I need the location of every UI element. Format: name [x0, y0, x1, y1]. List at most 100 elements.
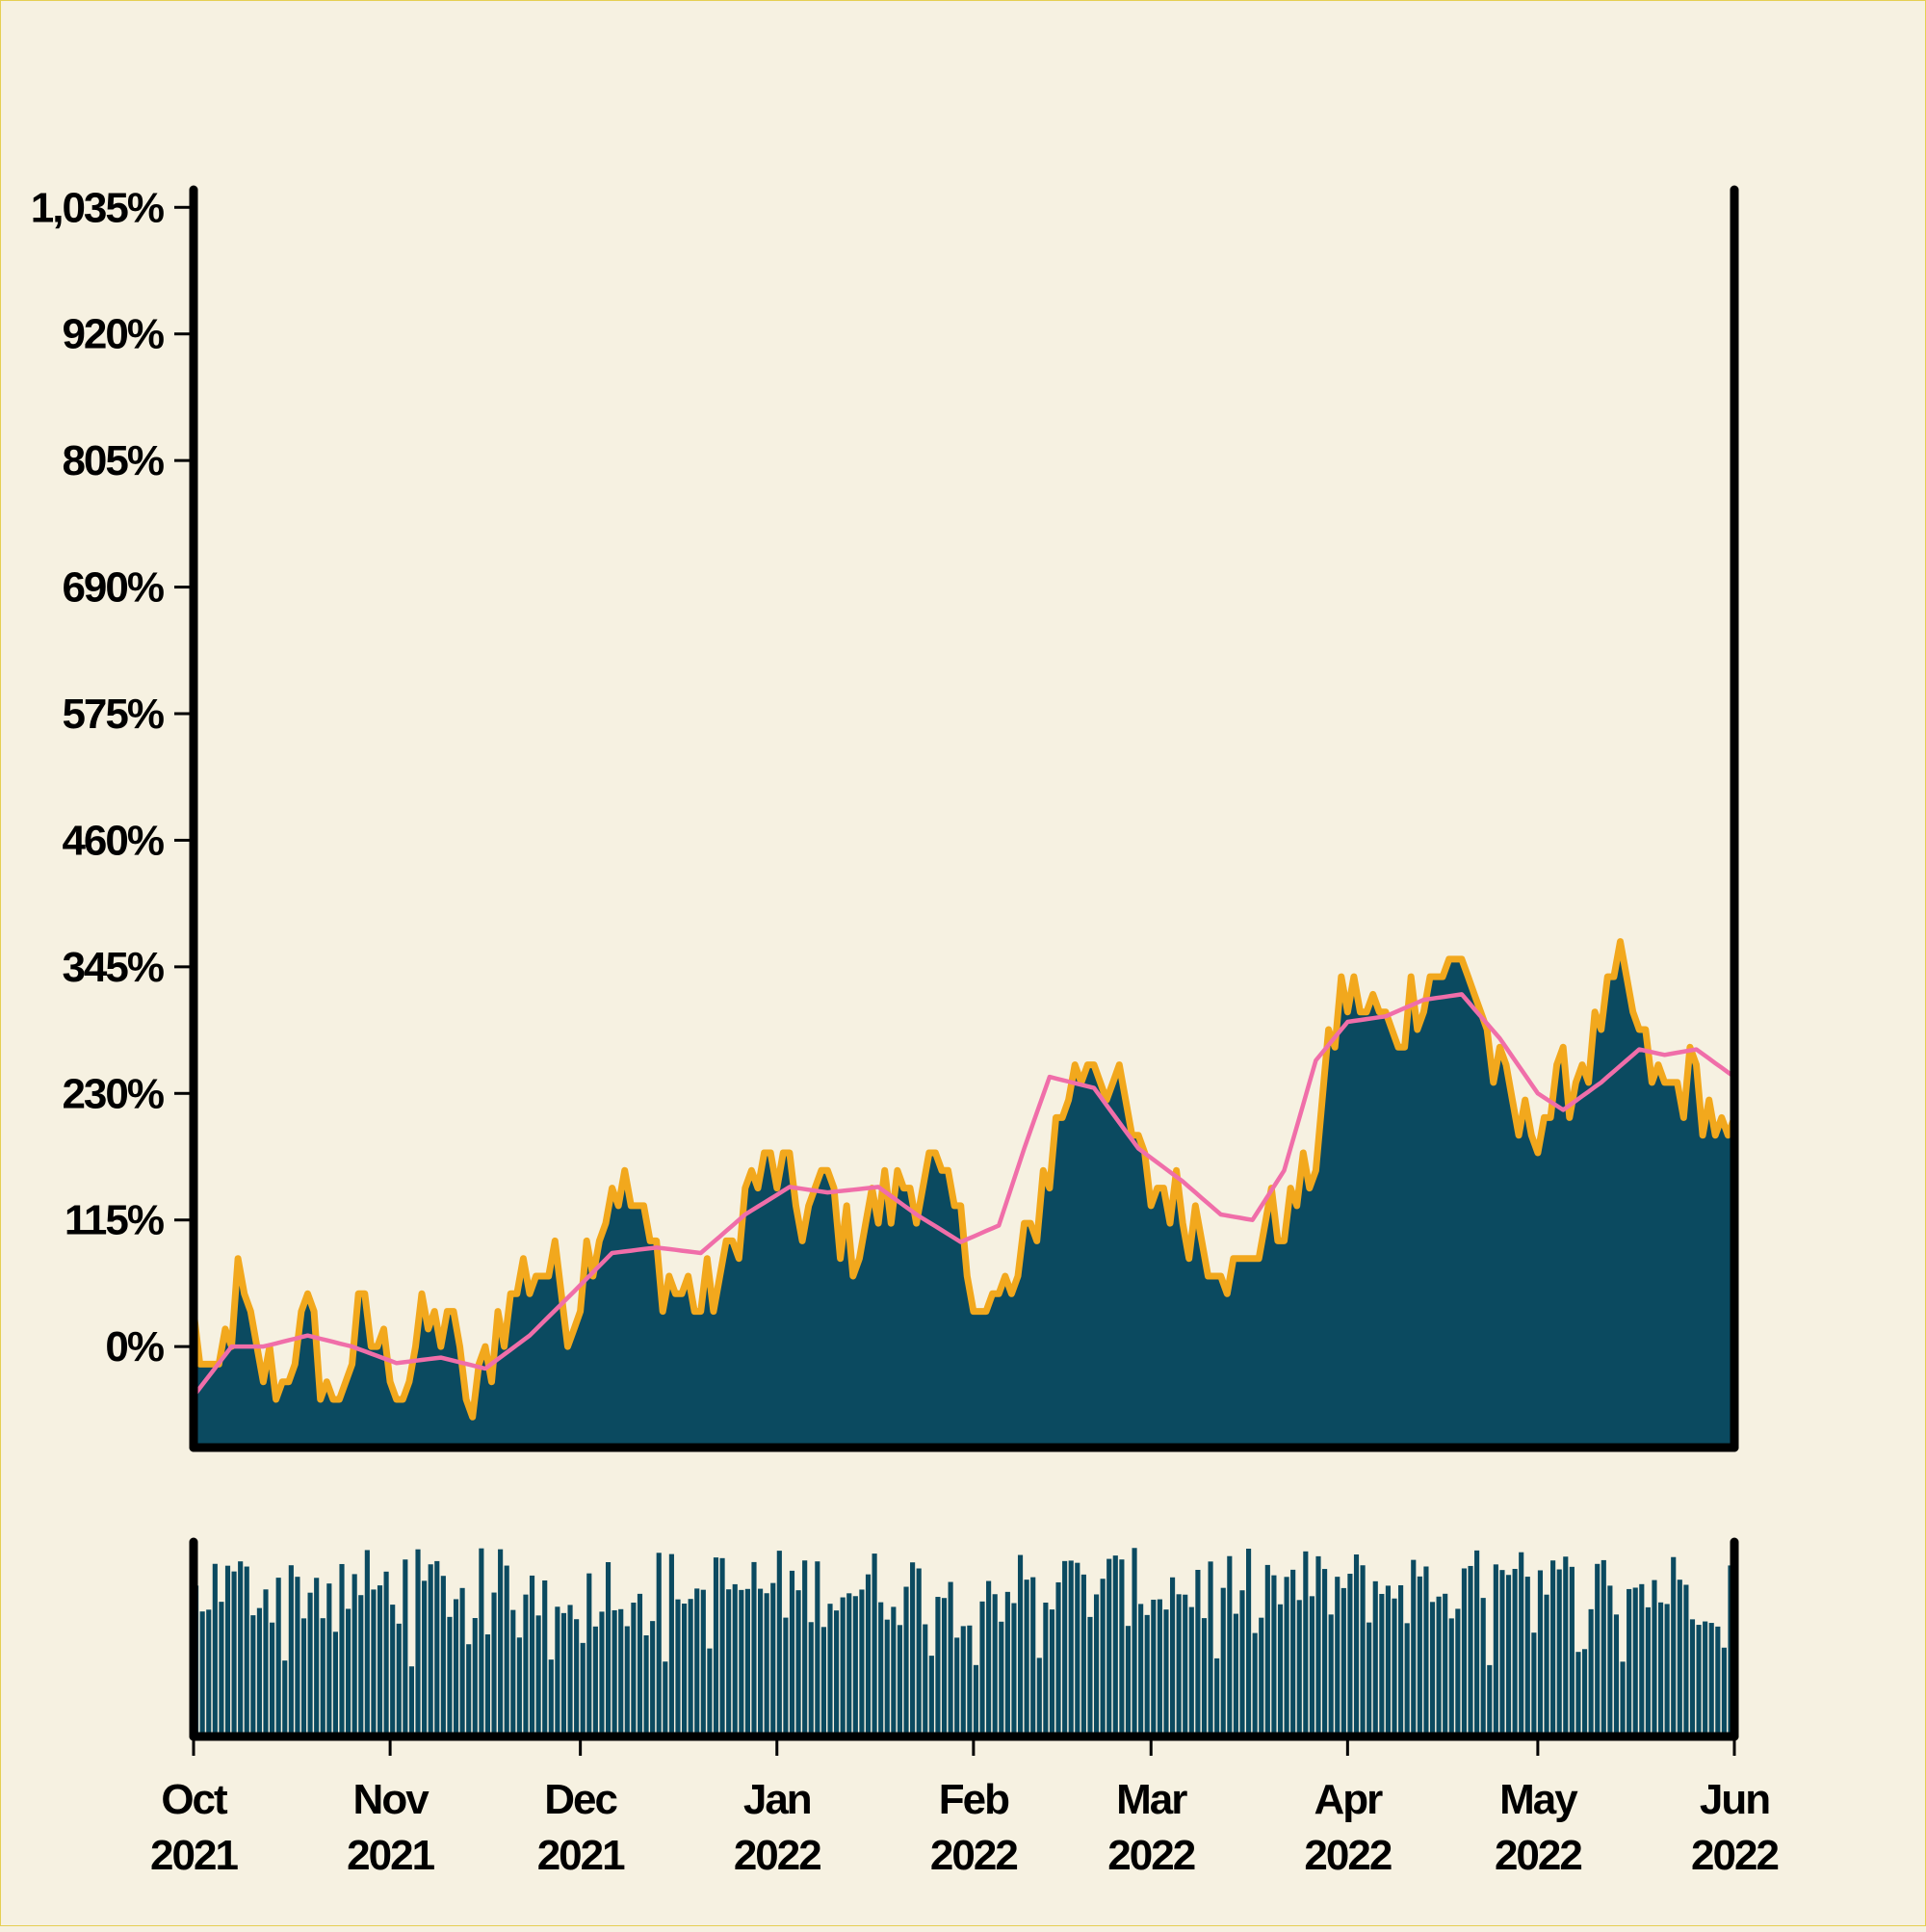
volume-bar	[910, 1562, 916, 1735]
volume-bar	[574, 1619, 580, 1735]
volume-bar	[1652, 1580, 1657, 1735]
volume-bar	[1468, 1565, 1473, 1735]
volume-bar	[364, 1550, 370, 1735]
x-axis-ticks: Oct 2021 Nov 2021 Dec 2021 Jan 2022 Feb 2022 Mar 20…	[150, 1740, 1780, 1879]
volume-bar	[1556, 1569, 1562, 1735]
volume-bar	[1277, 1604, 1284, 1735]
volume-bar	[1132, 1548, 1137, 1735]
volume-bar	[1455, 1608, 1461, 1735]
volume-bar	[1443, 1593, 1448, 1735]
volume-bar	[1429, 1602, 1436, 1735]
volume-bar	[1581, 1649, 1588, 1735]
volume-bar	[1645, 1606, 1651, 1735]
main-panel: 0% 115% 230% 345% 460% 575% 690% 805% 920% 1,035%	[31, 184, 1739, 1452]
volume-bar	[377, 1585, 383, 1735]
volume-bar	[605, 1561, 612, 1735]
volume-bar	[1436, 1596, 1442, 1735]
volume-bar	[1347, 1574, 1353, 1735]
volume-bar	[270, 1622, 275, 1735]
volume-bar	[1106, 1558, 1112, 1735]
volume-bar	[1620, 1661, 1626, 1735]
volume-bar	[231, 1571, 237, 1735]
volume-bar	[466, 1644, 472, 1735]
volume-bar	[973, 1664, 979, 1735]
volume-bar	[789, 1570, 795, 1735]
x-tick-label-month: Nov	[353, 1776, 430, 1823]
volume-bar	[1036, 1658, 1042, 1735]
volume-bar	[802, 1560, 808, 1735]
volume-bar	[1309, 1596, 1314, 1735]
volume-bar	[903, 1586, 909, 1735]
volume-bar	[592, 1626, 598, 1735]
volume-bar	[732, 1583, 738, 1735]
volume-bar	[548, 1659, 554, 1735]
volume-bar	[440, 1576, 446, 1735]
volume-bar	[1404, 1623, 1410, 1735]
volume-bar	[498, 1549, 504, 1735]
volume-bar	[1233, 1613, 1238, 1735]
volume-bar	[967, 1625, 973, 1735]
volume-bar	[928, 1656, 934, 1735]
volume-bar	[1524, 1577, 1530, 1735]
area-fill	[194, 941, 1734, 1446]
volume-bar	[567, 1605, 573, 1735]
y-tick-label: 805%	[62, 437, 163, 484]
volume-bar	[1708, 1623, 1714, 1735]
volume-bar	[682, 1604, 688, 1735]
volume-bar	[631, 1603, 637, 1735]
volume-bar	[1601, 1559, 1606, 1735]
volume-bar	[295, 1577, 300, 1735]
volume-bar	[1169, 1577, 1176, 1735]
y-tick-label: 230%	[62, 1070, 163, 1117]
volume-bar	[1017, 1554, 1024, 1735]
volume-bar	[1595, 1563, 1601, 1735]
volume-bar	[1607, 1585, 1613, 1735]
volume-bar	[263, 1589, 269, 1735]
volume-bar	[1100, 1579, 1106, 1735]
volume-bar	[865, 1574, 872, 1735]
volume-bar	[707, 1648, 713, 1735]
volume-bar	[1303, 1551, 1309, 1735]
volume-bar	[637, 1593, 643, 1735]
volume-bar	[992, 1594, 998, 1735]
x-tick-label-month: May	[1499, 1776, 1578, 1823]
volume-bar	[891, 1606, 897, 1735]
moving-average-line	[192, 992, 1736, 1397]
volume-bar	[1689, 1619, 1696, 1735]
y-tick-label: 690%	[62, 564, 163, 612]
volume-bar	[852, 1596, 858, 1735]
volume-bar	[1024, 1580, 1029, 1735]
volume-bar	[1340, 1587, 1346, 1735]
volume-bar	[1417, 1576, 1422, 1735]
y-tick-label: 345%	[62, 944, 163, 991]
volume-bar	[1639, 1583, 1645, 1735]
volume-bar	[390, 1605, 396, 1735]
volume-bar	[783, 1617, 789, 1735]
volume-bar	[1493, 1564, 1498, 1735]
area-layer	[190, 938, 1738, 1446]
volume-bar	[523, 1594, 529, 1735]
volume-bar	[256, 1607, 262, 1735]
volume-bar	[1505, 1575, 1512, 1735]
volume-bar	[1335, 1577, 1340, 1735]
volume-bar	[383, 1571, 389, 1735]
volume-bar	[1328, 1614, 1334, 1735]
volume-bar	[999, 1621, 1004, 1735]
volume-bar	[650, 1621, 656, 1735]
volume-bar	[346, 1608, 351, 1735]
volume-bar	[688, 1599, 693, 1735]
volume-bar	[1055, 1581, 1061, 1735]
volume-bar	[447, 1616, 453, 1735]
volume-bar	[739, 1589, 744, 1735]
volume-bar	[396, 1623, 402, 1735]
volume-bar	[859, 1589, 865, 1735]
x-tick-label-year: 2022	[930, 1832, 1017, 1879]
volume-bar	[580, 1642, 586, 1735]
volume-bar	[675, 1599, 681, 1735]
volume-bar	[846, 1593, 852, 1735]
volume-bar	[1512, 1568, 1518, 1735]
y-tick-label: 575%	[62, 691, 163, 738]
volume-bar	[1499, 1570, 1505, 1735]
volume-bar	[1696, 1625, 1702, 1735]
